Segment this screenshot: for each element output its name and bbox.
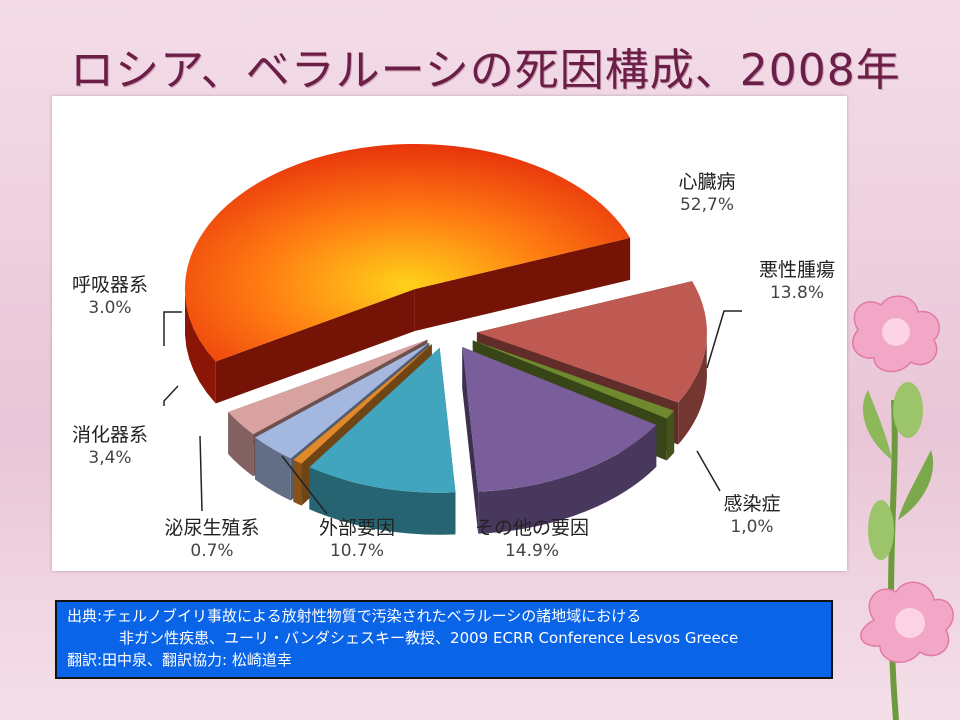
slice-top: [309, 347, 456, 493]
slice-rim: [185, 293, 216, 404]
source-line-2: 非ガン性疾患、ユーリ・バンダシェスキー教授、2009 ECRR Conferen…: [119, 629, 739, 647]
slice-label-5: 外部要因: [319, 517, 395, 539]
slice-value-1: 52,7%: [680, 195, 734, 215]
leader-line-7: [163, 385, 179, 406]
slice-label-7: 消化器系: [72, 424, 148, 446]
leader-line-6: [199, 435, 203, 512]
pie-slice-5: [309, 347, 456, 535]
slice-top: [476, 281, 707, 403]
slice-wall: [462, 346, 479, 534]
leader-line-3: [696, 450, 721, 492]
slice-value-3: 1,0%: [730, 517, 773, 537]
leader-line-8: [163, 311, 182, 346]
source-line-3: 翻訳:田中泉、翻訳協力: 松崎道幸: [67, 651, 292, 669]
slice-rim: [309, 467, 456, 535]
carnation-flower-decoration: [852, 295, 954, 720]
slice-rim: [293, 459, 302, 506]
slice-rim: [678, 327, 707, 445]
slice-value-4: 14.9%: [505, 541, 559, 561]
slice-rim: [666, 410, 675, 461]
slice-wall: [215, 288, 415, 404]
pie-slice-1: [184, 143, 631, 404]
slice-label-6: 泌尿生殖系: [164, 517, 259, 539]
slice-label-1: 心臓病: [678, 171, 735, 193]
pie-chart: 心臓病 52,7% 悪性腫瘍 13.8% 感染症 1,0% その他の要因 14.9% 外部要因 1…: [52, 96, 847, 571]
slice-top: [293, 344, 432, 464]
source-citation: 出典:チェルノブイリ事故による放射性物質で汚染されたベラルーシの諸地域における …: [55, 600, 833, 679]
slice-label-4: その他の要因: [475, 517, 589, 539]
slice-top: [228, 339, 428, 435]
slice-top: [184, 143, 631, 362]
source-line-1: 出典:チェルノブイリ事故による放射性物質で汚染されたベラルーシの諸地域における: [67, 607, 642, 625]
slice-label-2: 悪性腫瘍: [759, 259, 835, 281]
pie-slice-4: [462, 346, 657, 534]
slice-value-5: 10.7%: [330, 541, 384, 561]
slice-label-3: 感染症: [723, 493, 780, 515]
slice-top: [462, 346, 657, 492]
slice-top: [255, 342, 430, 459]
leader-line-5: [281, 455, 328, 515]
slice-value-8: 3.0%: [88, 298, 131, 318]
slice-value-2: 13.8%: [770, 283, 824, 303]
slice-rim: [478, 424, 657, 534]
slice-value-7: 3,4%: [88, 448, 131, 468]
leader-line-2: [706, 310, 742, 369]
page-title: ロシア、ベラルーシの死因構成、2008年: [70, 45, 901, 96]
slice-top: [472, 340, 675, 419]
slice-wall: [414, 237, 631, 331]
slice-label-8: 呼吸器系: [72, 274, 148, 296]
slice-rim: [228, 412, 254, 477]
slice-value-6: 0.7%: [190, 541, 233, 561]
slice-rim: [255, 437, 291, 501]
